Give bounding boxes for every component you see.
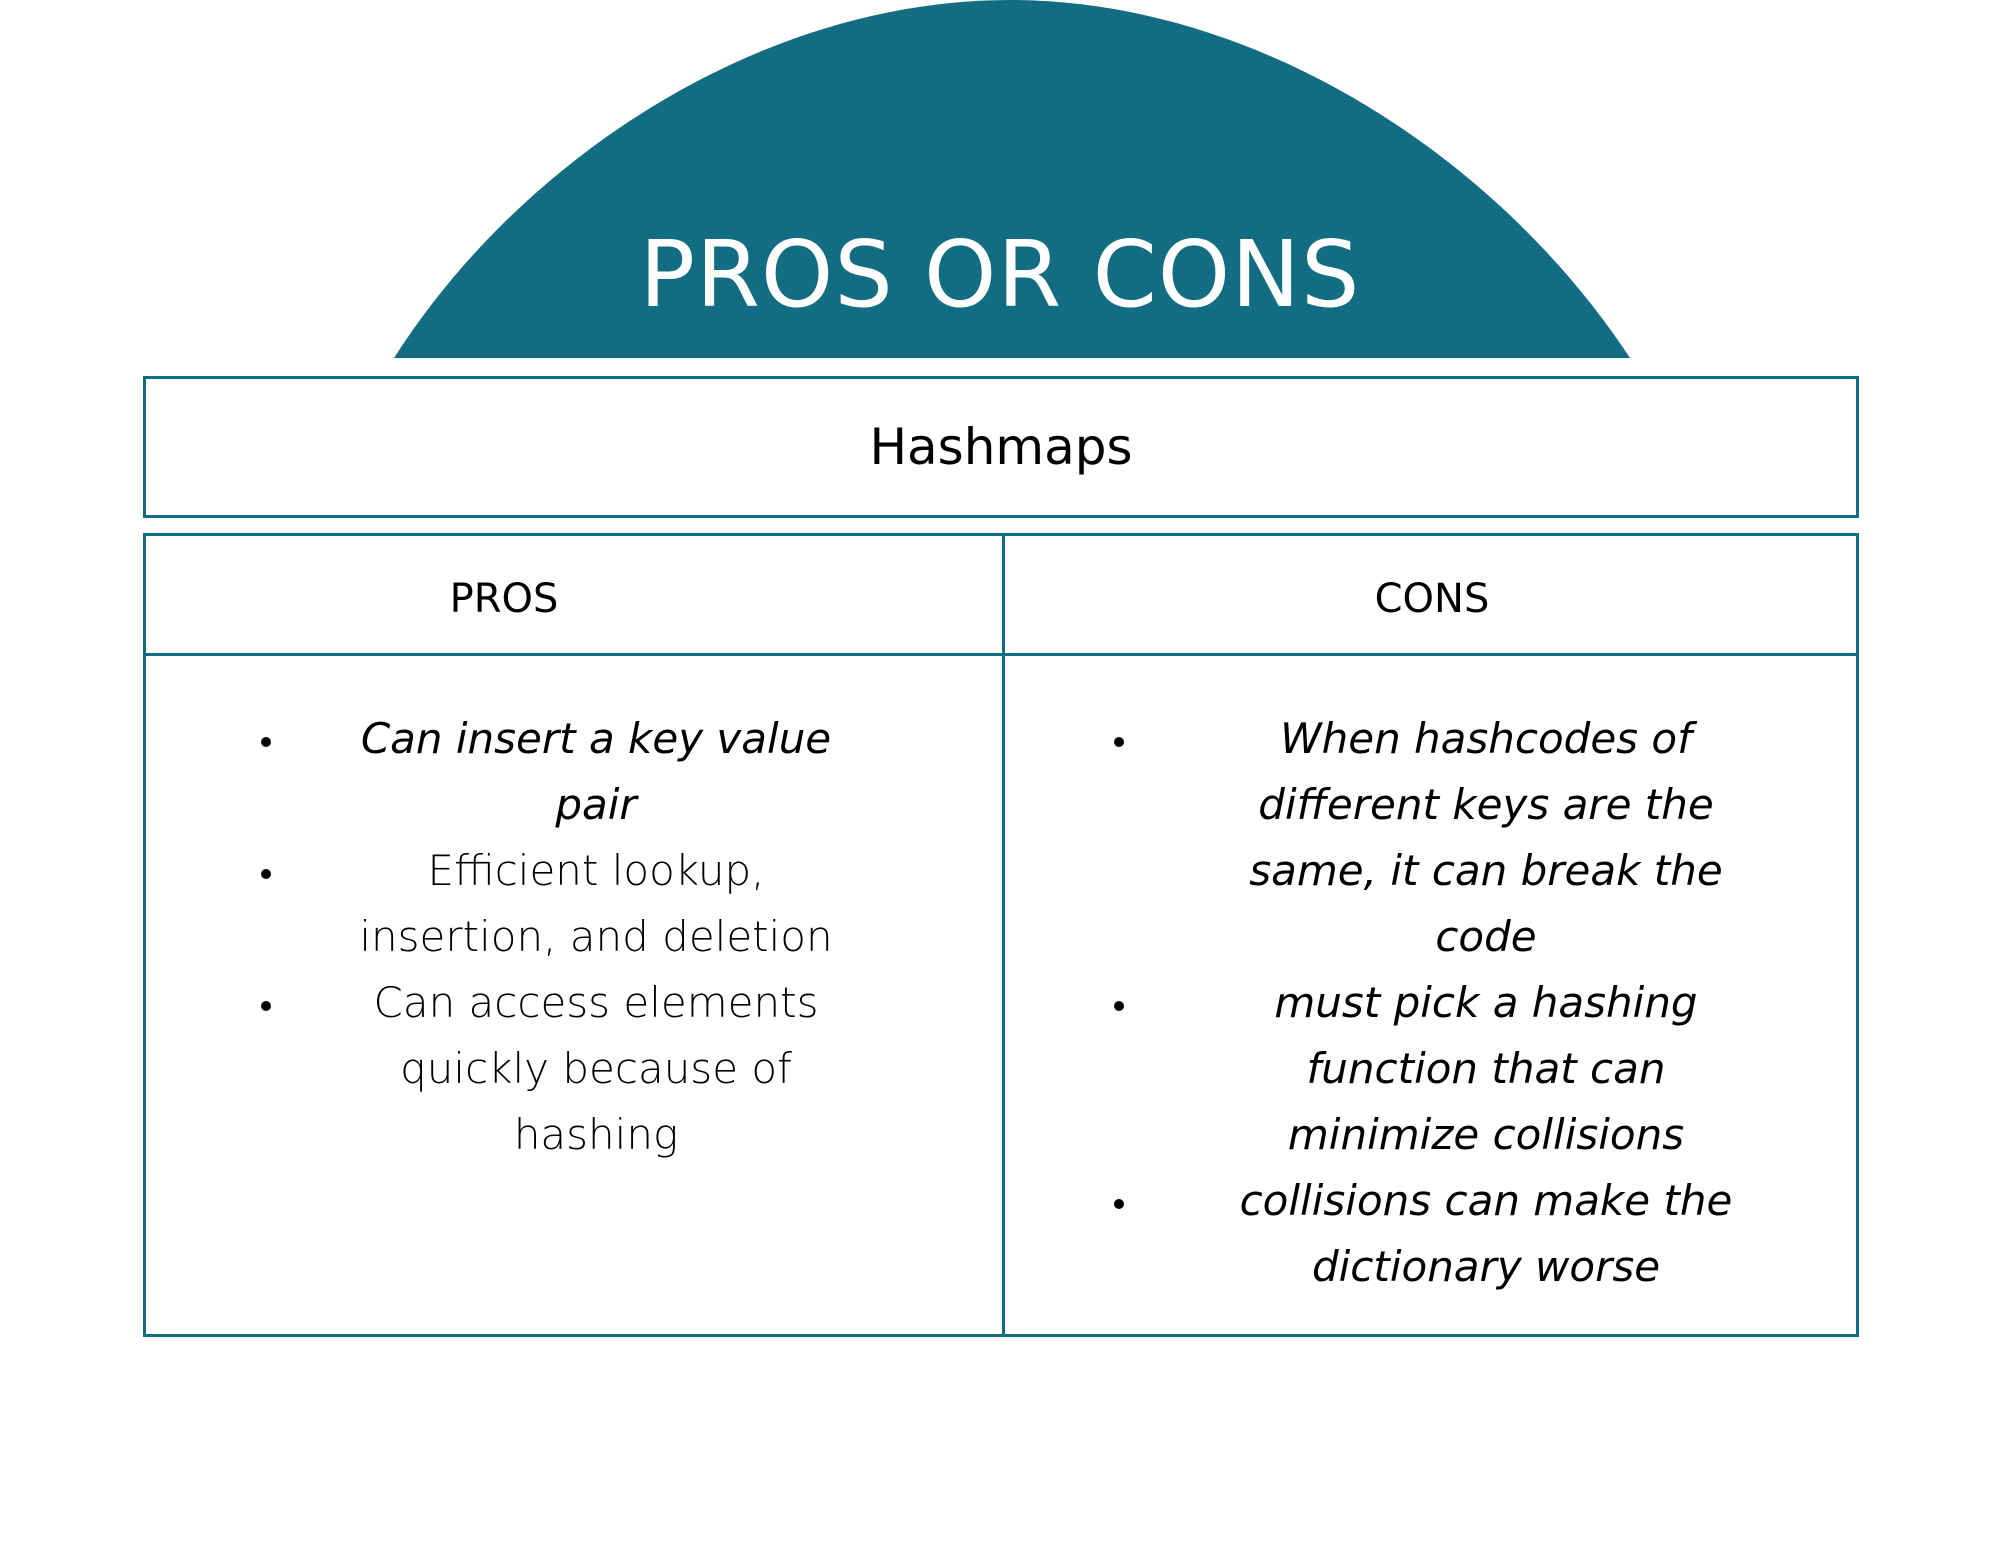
cons-list-item: collisions can make the dictionary worse — [1206, 1168, 1766, 1300]
cons-list: When hashcodes of different keys are the… — [1206, 706, 1766, 1300]
page-title: PROS OR CONS — [0, 225, 2000, 325]
cons-item-text: When hashcodes of different keys are the… — [1249, 714, 1722, 961]
cons-list-item: When hashcodes of different keys are the… — [1206, 706, 1766, 970]
bullet-icon — [1114, 1001, 1124, 1011]
pros-item-text: Can access elements quickly because of h… — [374, 978, 819, 1159]
header-row-divider — [146, 653, 1856, 656]
pros-column-header: PROS — [76, 574, 932, 624]
pros-list: Can insert a key value pair Efficient lo… — [331, 706, 861, 1168]
bullet-icon — [1114, 1199, 1124, 1209]
pros-item-text: Efficient lookup, insertion, and deletio… — [359, 846, 832, 961]
pros-item-text: Can insert a key value pair — [361, 714, 831, 829]
pros-list-item: Can access elements quickly because of h… — [331, 970, 861, 1168]
bullet-icon — [261, 1001, 271, 1011]
bullet-icon — [261, 869, 271, 879]
pros-list-item: Can insert a key value pair — [331, 706, 861, 838]
subject-title: Hashmaps — [869, 417, 1132, 477]
pros-cons-table: PROS CONS Can insert a key value pair Ef… — [143, 533, 1859, 1337]
bullet-icon — [1114, 737, 1124, 747]
bullet-icon — [261, 737, 271, 747]
subject-box: Hashmaps — [143, 376, 1859, 518]
cons-column-header: CONS — [1005, 574, 1859, 624]
cons-item-text: must pick a hashing function that can mi… — [1274, 978, 1697, 1159]
pros-list-item: Efficient lookup, insertion, and deletio… — [331, 838, 861, 970]
cons-item-text: collisions can make the dictionary worse — [1240, 1176, 1733, 1291]
cons-list-item: must pick a hashing function that can mi… — [1206, 970, 1766, 1168]
